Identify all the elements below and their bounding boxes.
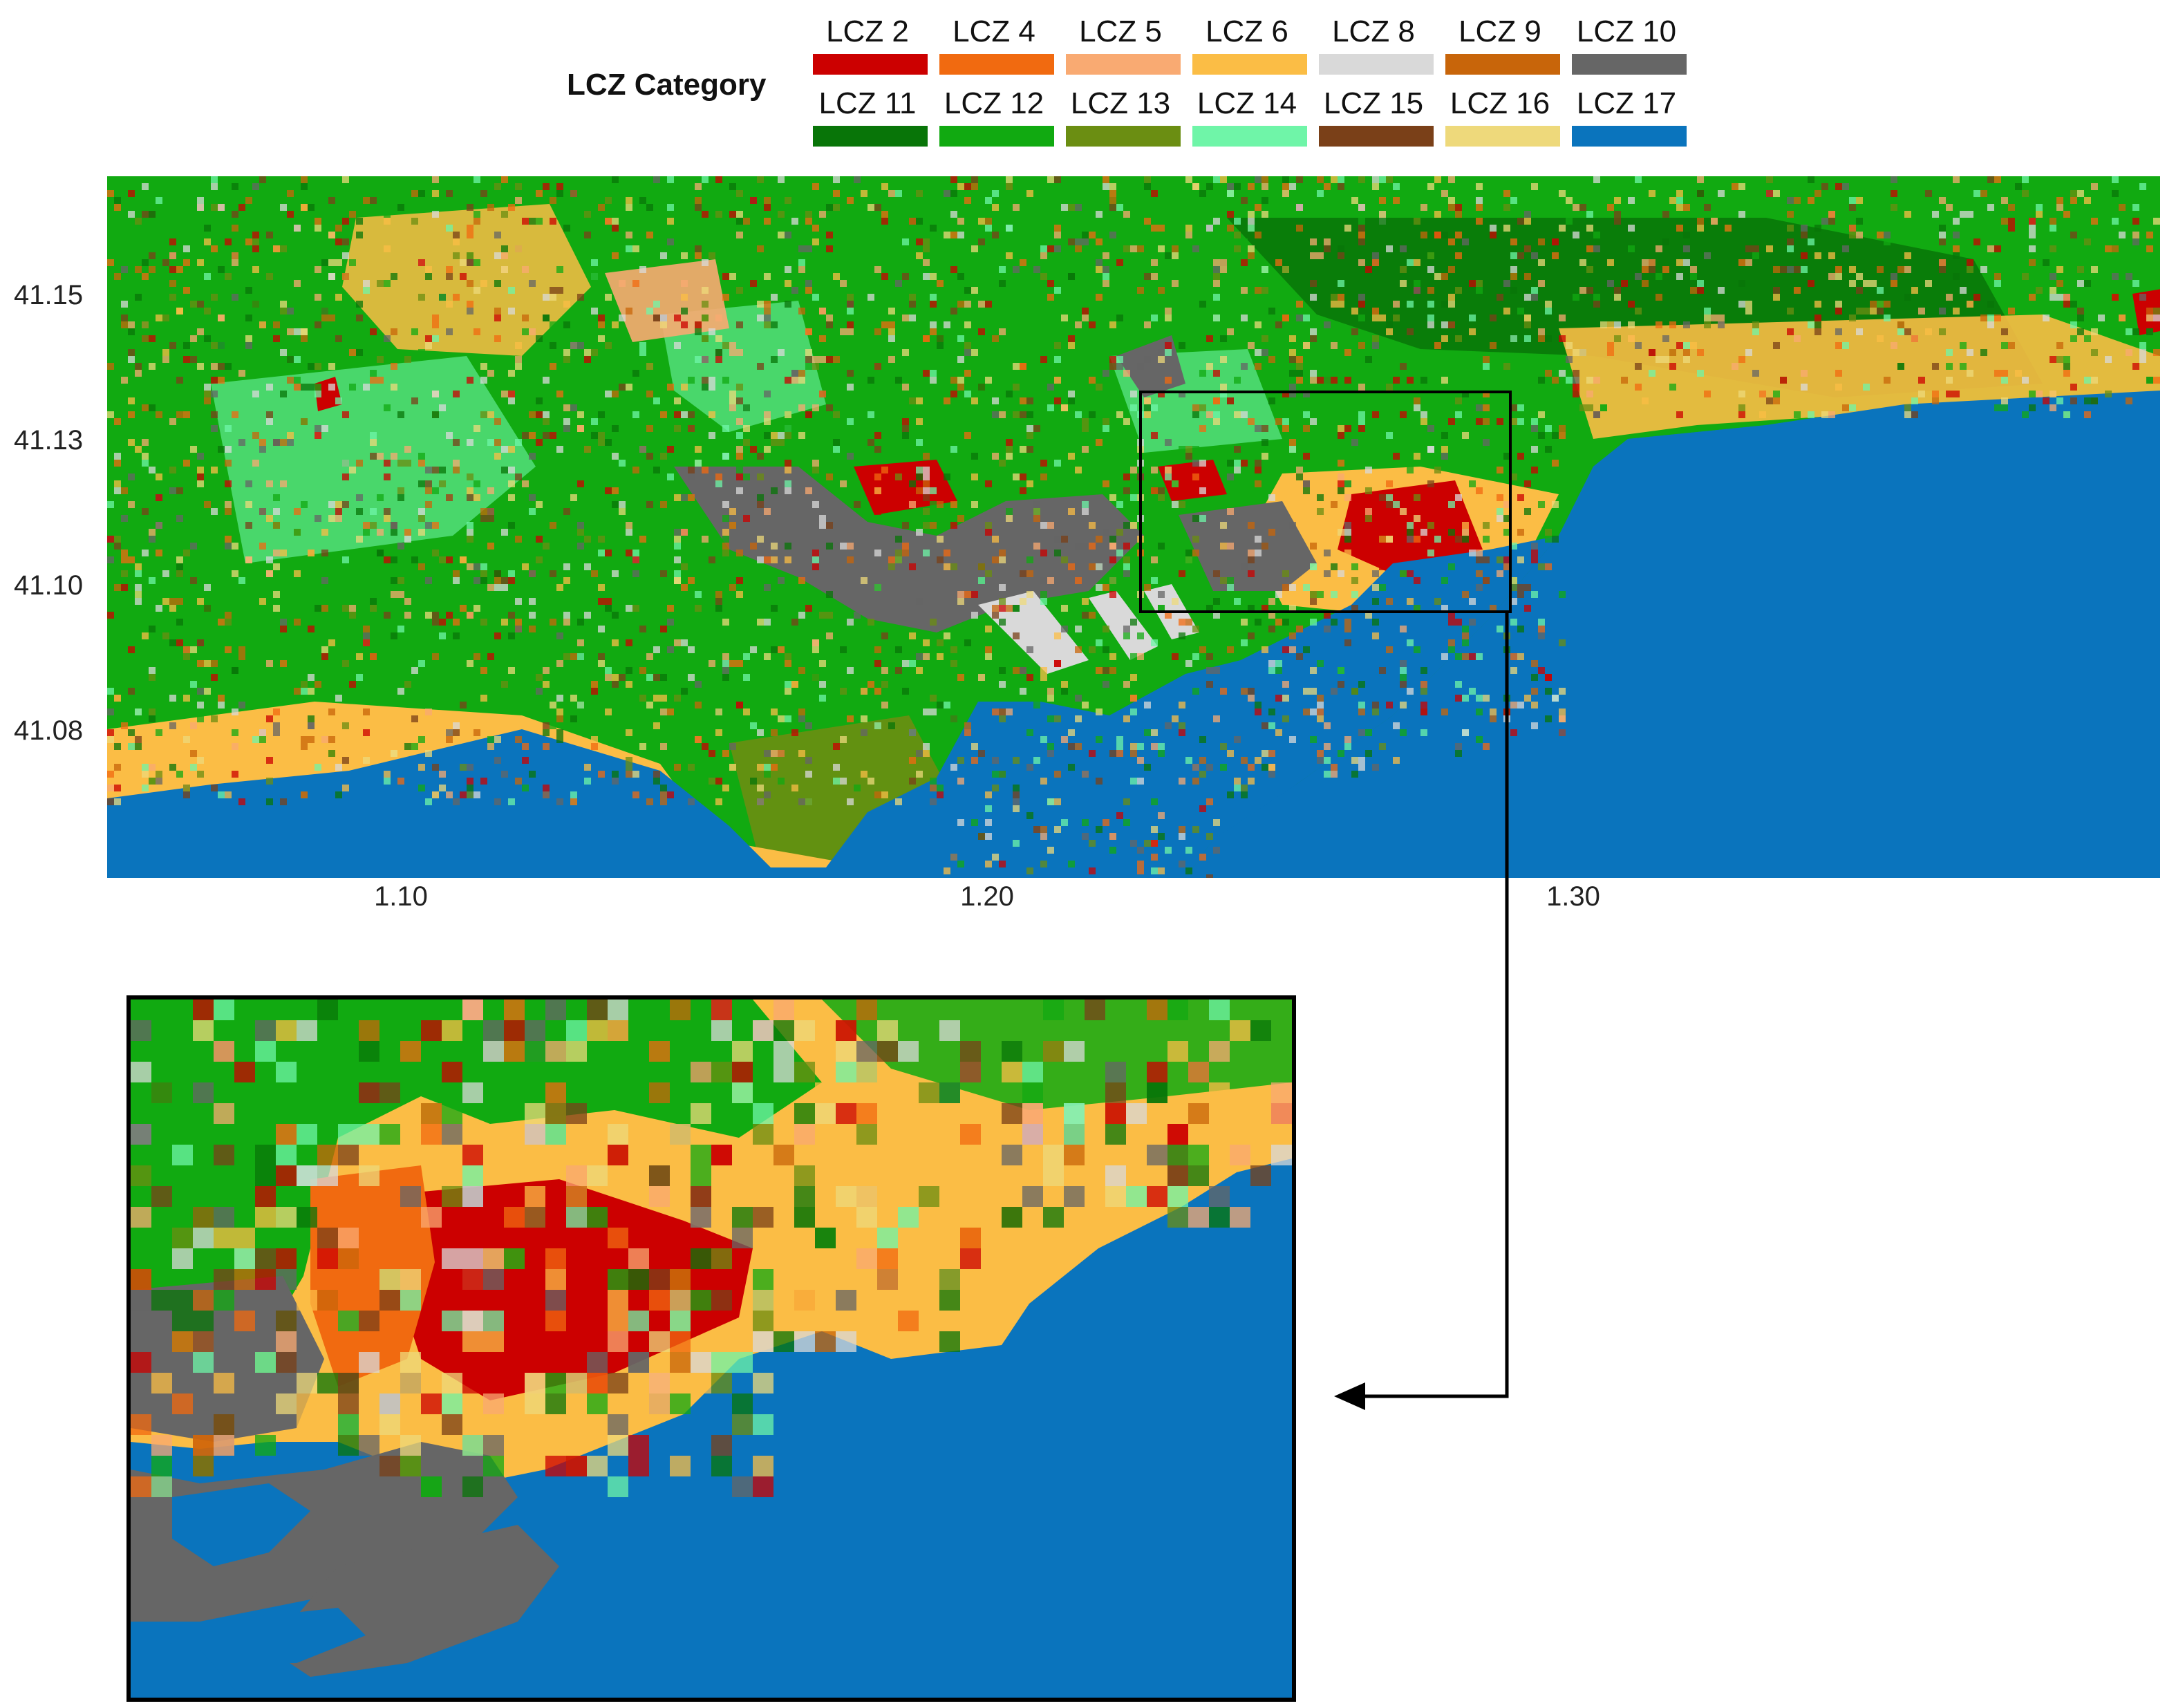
x-tick-label: 1.20 — [960, 881, 1014, 912]
arrow-head-icon — [1334, 1382, 1365, 1410]
main-map-canvas — [107, 176, 2160, 878]
y-tick-label: 41.08 — [14, 715, 84, 746]
legend-item: LCZ 2 — [809, 14, 932, 83]
legend-title: LCZ Category — [567, 68, 767, 102]
legend-item: LCZ 17 — [1568, 86, 1691, 155]
legend-item: LCZ 4 — [935, 14, 1058, 83]
y-tick-label: 41.15 — [14, 280, 84, 310]
legend-grid: LCZ 2 LCZ 4 LCZ 5 LCZ 6 LCZ 8 LCZ 9 LCZ 10 LCZ … — [809, 14, 1700, 152]
legend-label: LCZ 9 — [1459, 15, 1541, 48]
legend-item: LCZ 8 — [1315, 14, 1438, 83]
inset-sea — [214, 1608, 366, 1663]
inset-sea — [131, 1635, 241, 1698]
legend-label: LCZ 15 — [1323, 86, 1424, 120]
legend: LCZ Category LCZ 2 LCZ 4 LCZ 5 LCZ 6 LCZ 8 LC… — [567, 14, 1700, 152]
legend-label: LCZ 10 — [1576, 15, 1677, 48]
legend-swatch — [813, 126, 928, 147]
map-texture — [107, 176, 2160, 878]
legend-label: LCZ 14 — [1197, 86, 1297, 120]
legend-swatch — [1192, 54, 1307, 75]
legend-swatch — [1319, 126, 1434, 147]
legend-swatch — [1066, 126, 1181, 147]
legend-swatch — [1445, 126, 1560, 147]
legend-item: LCZ 12 — [935, 86, 1058, 155]
legend-label: LCZ 17 — [1576, 86, 1677, 120]
legend-swatch — [1445, 54, 1560, 75]
legend-item: LCZ 11 — [809, 86, 932, 155]
legend-swatch — [1319, 54, 1434, 75]
legend-swatch — [813, 54, 928, 75]
legend-label: LCZ 6 — [1206, 15, 1288, 48]
y-tick-label: 41.10 — [14, 570, 84, 601]
legend-label: LCZ 8 — [1332, 15, 1415, 48]
legend-item: LCZ 9 — [1441, 14, 1564, 83]
inset-sea — [172, 1483, 310, 1566]
legend-swatch — [1192, 126, 1307, 147]
legend-label: LCZ 2 — [826, 15, 909, 48]
legend-swatch — [1066, 54, 1181, 75]
inset-map — [126, 995, 1296, 1702]
legend-item: LCZ 13 — [1062, 86, 1185, 155]
industry-zone — [1179, 501, 1317, 591]
legend-swatch — [1572, 54, 1687, 75]
x-tick-label: 1.30 — [1546, 881, 1600, 912]
legend-swatch — [1572, 126, 1687, 147]
legend-label: LCZ 16 — [1450, 86, 1550, 120]
inset-map-canvas — [131, 1000, 1292, 1698]
legend-label: LCZ 5 — [1079, 15, 1162, 48]
legend-item: LCZ 5 — [1062, 14, 1185, 83]
legend-item: LCZ 10 — [1568, 14, 1691, 83]
legend-label: LCZ 11 — [818, 86, 917, 120]
legend-item: LCZ 14 — [1188, 86, 1311, 155]
legend-label: LCZ 4 — [953, 15, 1035, 48]
x-tick-label: 1.10 — [374, 881, 428, 912]
legend-swatch — [939, 126, 1054, 147]
legend-label: LCZ 12 — [944, 86, 1044, 120]
inset-texture — [131, 1000, 1292, 1497]
legend-label: LCZ 13 — [1070, 86, 1171, 120]
legend-item: LCZ 6 — [1188, 14, 1311, 83]
legend-item: LCZ 16 — [1441, 86, 1564, 155]
legend-item: LCZ 15 — [1315, 86, 1438, 155]
inset-extent-box — [1139, 391, 1512, 613]
legend-swatch — [939, 54, 1054, 75]
main-map — [107, 176, 2160, 878]
y-tick-label: 41.13 — [14, 425, 84, 456]
